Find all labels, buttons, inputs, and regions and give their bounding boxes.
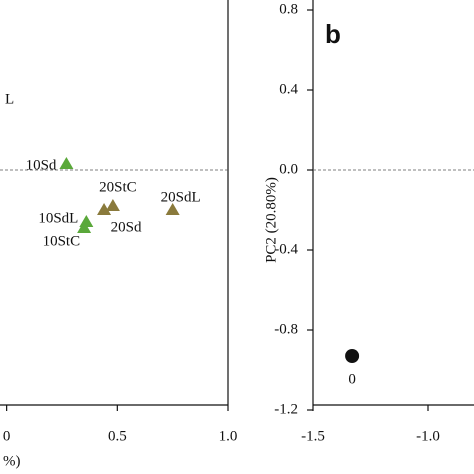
x-tick-label: -1.0 (416, 428, 440, 444)
x-tick-label: -1.5 (301, 428, 325, 444)
point-label: 20StC (99, 179, 137, 195)
annotation: L (5, 91, 14, 107)
point (97, 203, 112, 215)
point-label: 20SdL (161, 189, 201, 205)
point (105, 199, 120, 211)
y-tick-label: 0.8 (279, 1, 298, 17)
y-tick-label: -0.8 (274, 321, 298, 337)
x-tick-label: 0 (3, 428, 11, 444)
point (345, 349, 360, 363)
y-tick-label: 0.0 (279, 161, 298, 177)
point-label: 20Sd (111, 219, 142, 235)
point (165, 203, 180, 215)
y-tick-label: 0.4 (279, 81, 298, 97)
point-label: 0 (348, 371, 356, 387)
point (77, 221, 92, 233)
point-label: 10SdL (38, 210, 78, 226)
y-tick-label: -1.2 (274, 401, 298, 417)
panel-label: b (325, 19, 341, 49)
point (59, 157, 74, 169)
x-tick-label: 1.0 (219, 428, 238, 444)
x-tick-label: 0.5 (108, 428, 127, 444)
y-axis-label: PC2 (20.80%) (263, 177, 279, 263)
point-label: 10Sd (26, 157, 57, 173)
y-tick-label: -0.4 (274, 241, 298, 257)
point-label: 10StC (43, 233, 81, 249)
x-axis-label: %) (3, 453, 21, 469)
